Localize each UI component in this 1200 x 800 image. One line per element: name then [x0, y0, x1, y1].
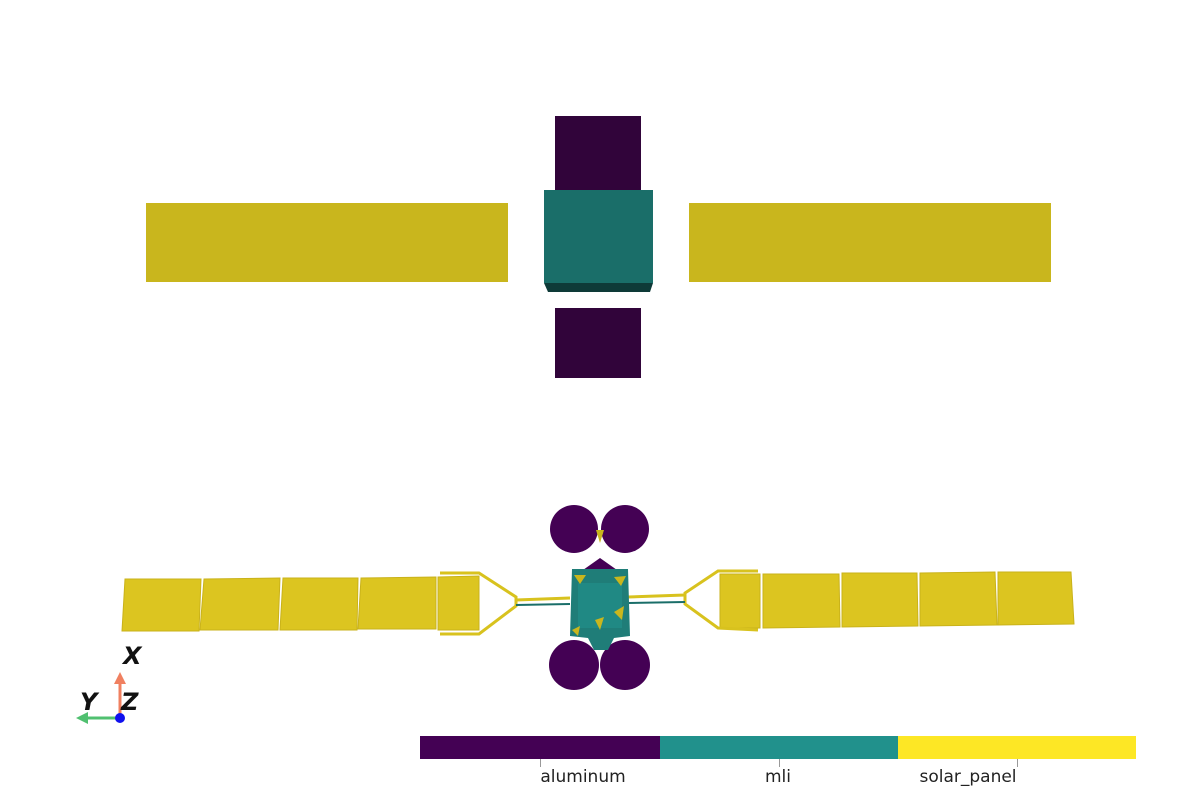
upper-antenna-left — [550, 505, 598, 553]
upper-antenna-block — [555, 116, 641, 192]
front-bus-detail-2 — [614, 576, 626, 586]
front-bus-detail-1 — [574, 575, 586, 584]
right-solar-panel — [689, 203, 1051, 282]
colorbar-label-solar-panel: solar_panel — [919, 767, 1017, 787]
z-axis-label: Z — [121, 688, 139, 716]
bus-body-shadow — [544, 283, 653, 292]
upper-antenna-mast — [583, 558, 617, 570]
orientation-axes — [76, 672, 126, 724]
colorbar-swatch-solar-panel — [898, 736, 1136, 759]
right-yoke-beam — [627, 593, 686, 599]
left-panel-4 — [357, 576, 437, 630]
left-yoke-beam-2 — [515, 603, 571, 606]
bus-body — [544, 190, 653, 283]
right-solar-array — [719, 571, 1075, 629]
front-bus-detail-3 — [595, 617, 604, 630]
colorbar-swatch-aluminum — [420, 736, 660, 759]
y-axis-label: Y — [80, 688, 98, 716]
lower-antennas — [549, 640, 650, 690]
upper-antennas — [550, 505, 649, 570]
front-bus-detail-5 — [614, 606, 624, 620]
left-yoke-frame — [440, 571, 518, 636]
front-bus-detail-6 — [596, 530, 604, 543]
colorbar-swatch-mli — [660, 736, 898, 759]
lower-antenna-left — [549, 640, 599, 690]
right-yoke-beam-2 — [627, 601, 686, 604]
x-axis-label: X — [123, 642, 142, 670]
left-panel-1 — [121, 578, 202, 632]
colorbar-tick-mli — [779, 759, 780, 767]
colorbar-tick-solar-panel — [1017, 759, 1018, 767]
colorbar-tick-aluminum — [540, 759, 541, 767]
x-axis-arrow — [114, 672, 126, 684]
upper-antenna-right — [601, 505, 649, 553]
front-view — [121, 505, 1075, 690]
front-bus — [570, 530, 630, 650]
left-yoke — [440, 571, 571, 636]
right-panel-4 — [919, 571, 998, 627]
left-solar-array — [121, 575, 480, 632]
left-solar-panel — [146, 203, 508, 282]
colorbar — [420, 736, 1136, 759]
y-axis-arrow — [76, 712, 88, 724]
right-yoke — [627, 569, 759, 632]
z-axis-dot — [115, 713, 125, 723]
colorbar-label-mli: mli — [764, 767, 792, 787]
lower-antenna-block — [555, 308, 641, 378]
right-panel-3 — [841, 572, 919, 628]
left-panel-2 — [199, 577, 281, 631]
colorbar-label-aluminum: aluminum — [540, 767, 626, 787]
left-panel-3 — [279, 577, 359, 631]
left-yoke-beam — [515, 596, 571, 602]
right-panel-1 — [719, 573, 761, 629]
right-panel-5 — [997, 571, 1075, 626]
left-panel-5 — [437, 575, 480, 631]
right-yoke-frame — [683, 569, 759, 632]
lower-antenna-right — [600, 640, 650, 690]
front-bus-detail-4 — [572, 626, 580, 636]
top-view — [146, 116, 1051, 378]
right-panel-2 — [762, 573, 841, 629]
